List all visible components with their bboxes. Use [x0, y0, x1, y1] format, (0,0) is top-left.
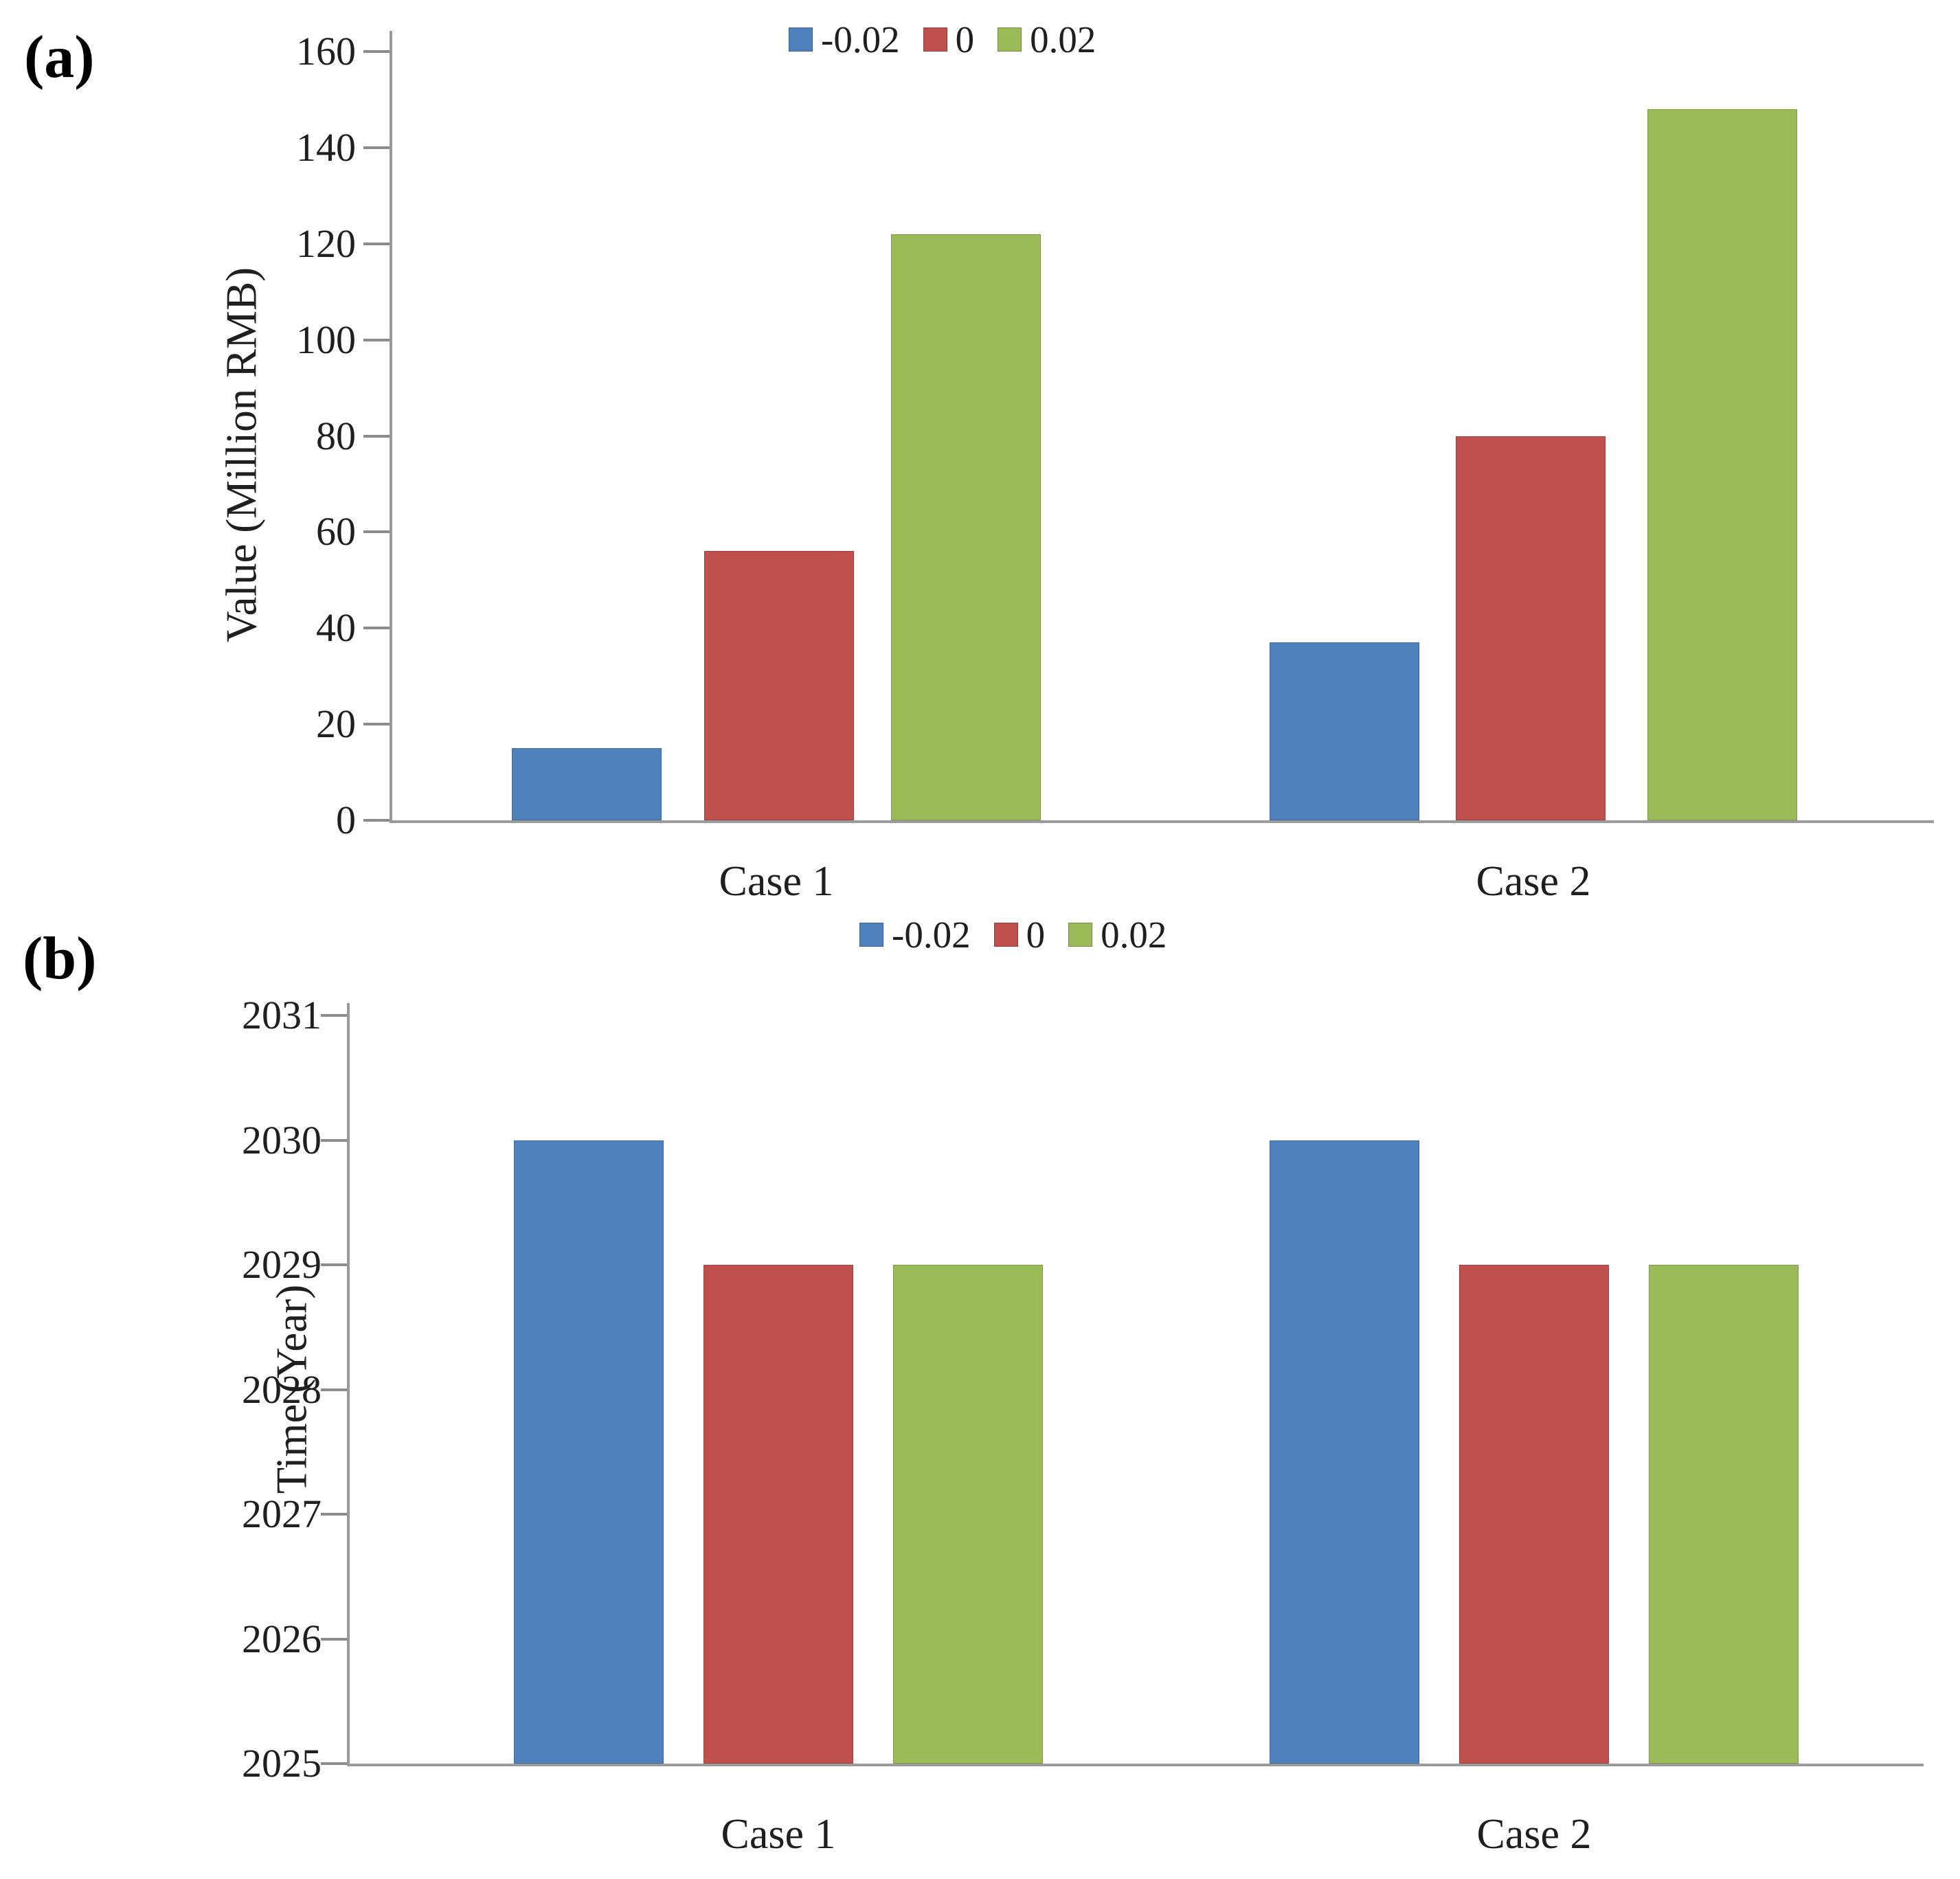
y-axis-tick: [321, 1762, 347, 1765]
legend-label: -0.02: [892, 914, 971, 956]
bar-0.02-case-1: [893, 1265, 1043, 1764]
bar--0.02-case-2: [1270, 1140, 1419, 1764]
legend: -0.02 0 0.02: [789, 21, 1096, 58]
y-axis-tick: [363, 819, 390, 822]
y-axis-tick: [363, 146, 390, 149]
bar-0.02-case-2: [1649, 1265, 1799, 1764]
y-axis-tick: [363, 530, 390, 534]
bar-0.02-case-2: [1647, 109, 1797, 820]
y-axis-tick-label: 40: [316, 605, 356, 651]
y-axis-tick: [363, 723, 390, 726]
bar-0.02-case-1: [891, 234, 1041, 820]
y-axis-tick: [321, 1138, 347, 1142]
y-axis-tick-label: 60: [316, 509, 356, 554]
legend-label: 0: [1026, 914, 1046, 956]
panel-a-label: (a): [24, 24, 95, 91]
y-axis-tick: [321, 1388, 347, 1391]
bar-0-case-2: [1456, 436, 1606, 820]
y-axis-tick-label: 120: [296, 221, 356, 266]
y-axis-tick-label: 140: [296, 124, 356, 170]
y-axis-tick: [363, 338, 390, 341]
y-axis-tick-label: 2029: [242, 1242, 322, 1287]
panel-b-label: (b): [23, 925, 97, 992]
legend-item: 0.02: [998, 21, 1096, 58]
y-axis-tick: [363, 434, 390, 438]
legend-swatch: [998, 27, 1022, 52]
y-axis-tick: [321, 1637, 347, 1641]
legend-item: 0.02: [1068, 916, 1167, 954]
bar--0.02-case-2: [1270, 642, 1419, 820]
legend-item: -0.02: [859, 916, 971, 954]
y-axis-tick-label: 2026: [242, 1616, 322, 1661]
y-axis-line: [390, 31, 392, 820]
x-category-label: Case 1: [721, 1811, 836, 1858]
y-axis-tick-label: 160: [296, 29, 356, 74]
y-axis-tick-label: 20: [316, 701, 356, 747]
x-category-label: Case 2: [1476, 1811, 1592, 1858]
legend-label: 0.02: [1030, 19, 1096, 60]
bar-0-case-1: [704, 551, 854, 820]
bar--0.02-case-1: [512, 748, 662, 820]
legend-label: 0.02: [1101, 914, 1167, 956]
y-axis-tick: [363, 627, 390, 630]
y-axis-tick: [321, 1263, 347, 1266]
x-axis-line: [347, 1764, 1924, 1766]
y-axis-tick: [363, 50, 390, 53]
y-axis-tick: [363, 242, 390, 245]
legend-item: -0.02: [789, 21, 900, 58]
legend-swatch: [789, 27, 813, 52]
y-axis-line: [347, 1003, 350, 1764]
y-axis-tick: [321, 1513, 347, 1516]
legend-swatch: [923, 27, 947, 52]
x-category-label: Case 2: [1476, 858, 1591, 905]
y-axis-tick: [321, 1014, 347, 1017]
y-axis-tick-label: 2030: [242, 1117, 322, 1162]
y-axis-tick-label: 80: [316, 413, 356, 458]
y-axis-tick-label: 100: [296, 317, 356, 362]
bar-0-case-2: [1459, 1265, 1609, 1764]
y-axis-tick-label: 0: [336, 798, 356, 842]
y-axis-tick-label: 2025: [242, 1741, 322, 1786]
y-axis-tick-label: 2031: [242, 993, 322, 1037]
bar-0-case-1: [703, 1265, 853, 1764]
legend-swatch: [859, 923, 883, 947]
legend-swatch: [1068, 923, 1093, 947]
y-axis-tick-label: 2027: [242, 1492, 322, 1536]
legend: -0.02 0 0.02: [859, 916, 1167, 954]
x-axis-line: [390, 820, 1934, 823]
bar--0.02-case-1: [514, 1140, 664, 1764]
legend-label: 0: [955, 19, 975, 60]
x-category-label: Case 1: [719, 858, 834, 905]
y-axis-tick-label: 2028: [242, 1366, 322, 1412]
legend-label: -0.02: [821, 19, 900, 60]
legend-swatch: [993, 923, 1018, 947]
legend-item: 0: [923, 19, 975, 60]
legend-item: 0: [993, 914, 1046, 956]
